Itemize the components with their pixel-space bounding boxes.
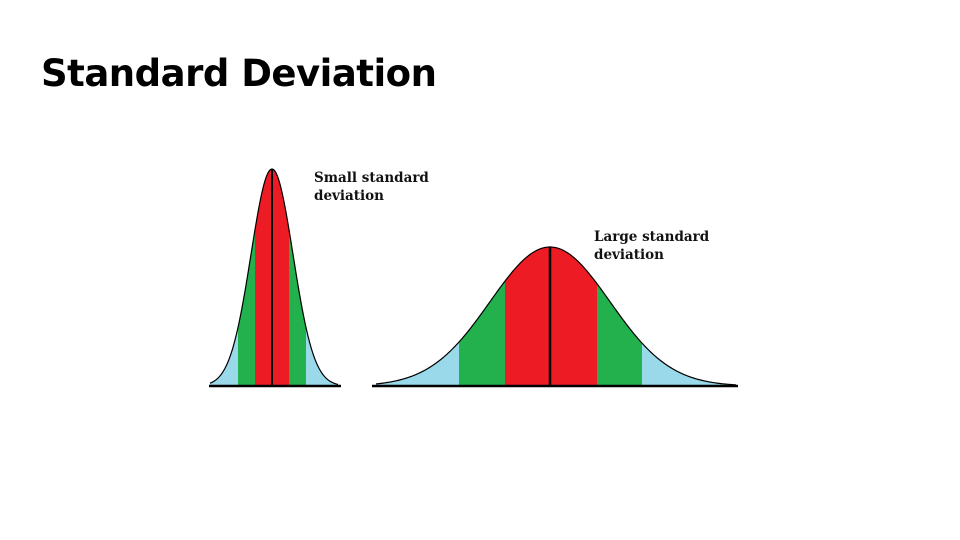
small-sd-label-line2: deviation [314,188,384,204]
large-sd-label: Large standard deviation [594,228,709,264]
large-curve-outline [375,246,737,386]
slide-title: Standard Deviation [41,52,437,95]
small-sd-label-line1: Small standard [314,170,429,186]
large-sd-label-line1: Large standard [594,229,710,245]
small-curve-outline [209,168,339,386]
large-sd-label-line2: deviation [594,247,664,263]
small-sd-label: Small standard deviation [314,169,429,205]
